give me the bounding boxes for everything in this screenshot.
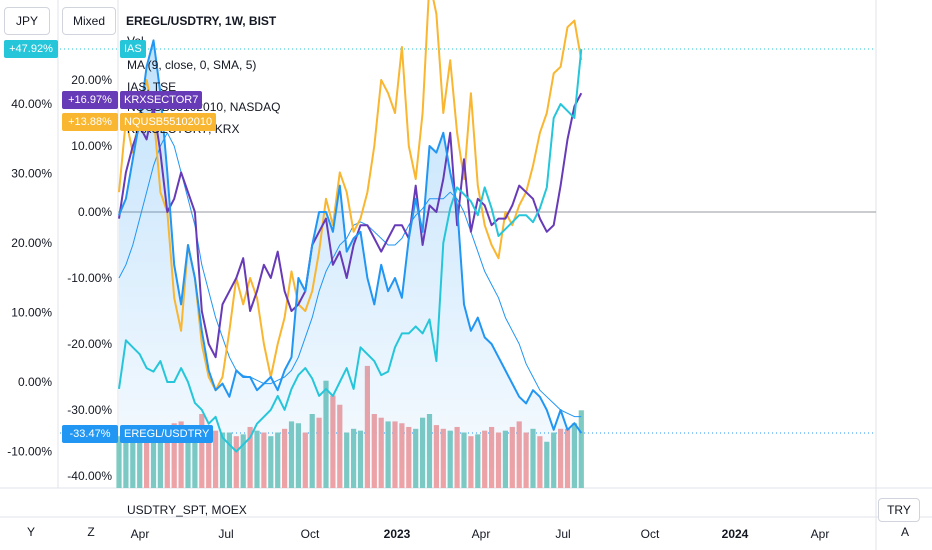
series-label-eregl-usdtry: EREGL/USDTRY: [120, 425, 214, 443]
series-label-krxsector7: KRXSECTOR7: [120, 91, 203, 109]
right-axis-tick-label: 0.00%: [78, 205, 112, 219]
right-axis-tick-label: 10.00%: [71, 139, 112, 153]
x-axis-tick-label: Jul: [555, 527, 570, 541]
x-axis-tick-label: Oct: [641, 527, 660, 541]
y-axis-button[interactable]: Y: [14, 521, 48, 543]
currency-button-right[interactable]: TRY: [878, 498, 920, 522]
value-badge-nqusb55102010: +13.88%: [62, 113, 118, 131]
krx-series-line: [118, 92, 583, 359]
value-badge-ias: +47.92%: [4, 40, 58, 58]
right-axis-tick-label: 20.00%: [71, 73, 112, 87]
main-symbol-legend[interactable]: EREGL/USDTRY, 1W, BIST: [126, 14, 277, 28]
left-axis-tick-label: 40.00%: [11, 97, 52, 111]
x-axis-tick-label: Oct: [301, 527, 320, 541]
currency-button-left[interactable]: JPY: [4, 7, 50, 35]
scale-mode-button[interactable]: Mixed: [62, 7, 116, 35]
series-label-nqusb55102010: NQUSB55102010: [120, 113, 217, 131]
right-axis-tick-label: -20.00%: [67, 337, 112, 351]
value-badge-krxsector7: +16.97%: [62, 91, 118, 109]
ias-legend[interactable]: IAS, TSE: [127, 80, 177, 94]
right-axis-tick-label: -10.00%: [67, 271, 112, 285]
x-axis-tick-label: Apr: [131, 527, 150, 541]
value-badge-eregl-usdtry: -33.47%: [62, 425, 118, 443]
x-axis-tick-label: 2024: [722, 527, 749, 541]
x-axis-tick-label: 2023: [384, 527, 411, 541]
ma-legend[interactable]: MA (9, close, 0, SMA, 5): [127, 58, 257, 72]
axis-layer: 20.00% 10.00% 0.00% -10.00% -20.00% -30.00% -4…: [7, 73, 829, 541]
series-label-ias: IAS: [120, 40, 146, 58]
volume-bar: [578, 410, 584, 488]
line-layer: [118, 0, 583, 453]
usdtry-legend[interactable]: USDTRY_SPT, MOEX: [127, 503, 247, 517]
right-axis-tick-label: -40.00%: [67, 469, 112, 483]
left-axis-tick-label: 20.00%: [11, 236, 52, 250]
z-axis-label: Z: [87, 525, 95, 539]
left-axis-tick-label: 10.00%: [11, 306, 52, 320]
scale-mode-label: Mixed: [72, 14, 105, 28]
auto-scale-button[interactable]: A: [888, 521, 922, 543]
z-axis-button[interactable]: Z: [74, 521, 108, 543]
x-axis-tick-label: Jul: [218, 527, 233, 541]
currency-left-label: JPY: [15, 14, 38, 28]
currency-right-label: TRY: [887, 503, 911, 517]
x-axis-tick-label: Apr: [472, 527, 491, 541]
left-axis-tick-label: 0.00%: [18, 375, 52, 389]
auto-scale-label: A: [900, 525, 909, 539]
x-axis-tick-label: Apr: [811, 527, 830, 541]
right-axis-tick-label: -30.00%: [67, 403, 112, 417]
ias-series-line: [118, 49, 583, 453]
left-axis-tick-label: 30.00%: [11, 167, 52, 181]
main-series-line: [118, 39, 583, 434]
y-axis-label: Y: [26, 525, 35, 539]
left-axis-tick-label: -10.00%: [7, 445, 52, 459]
